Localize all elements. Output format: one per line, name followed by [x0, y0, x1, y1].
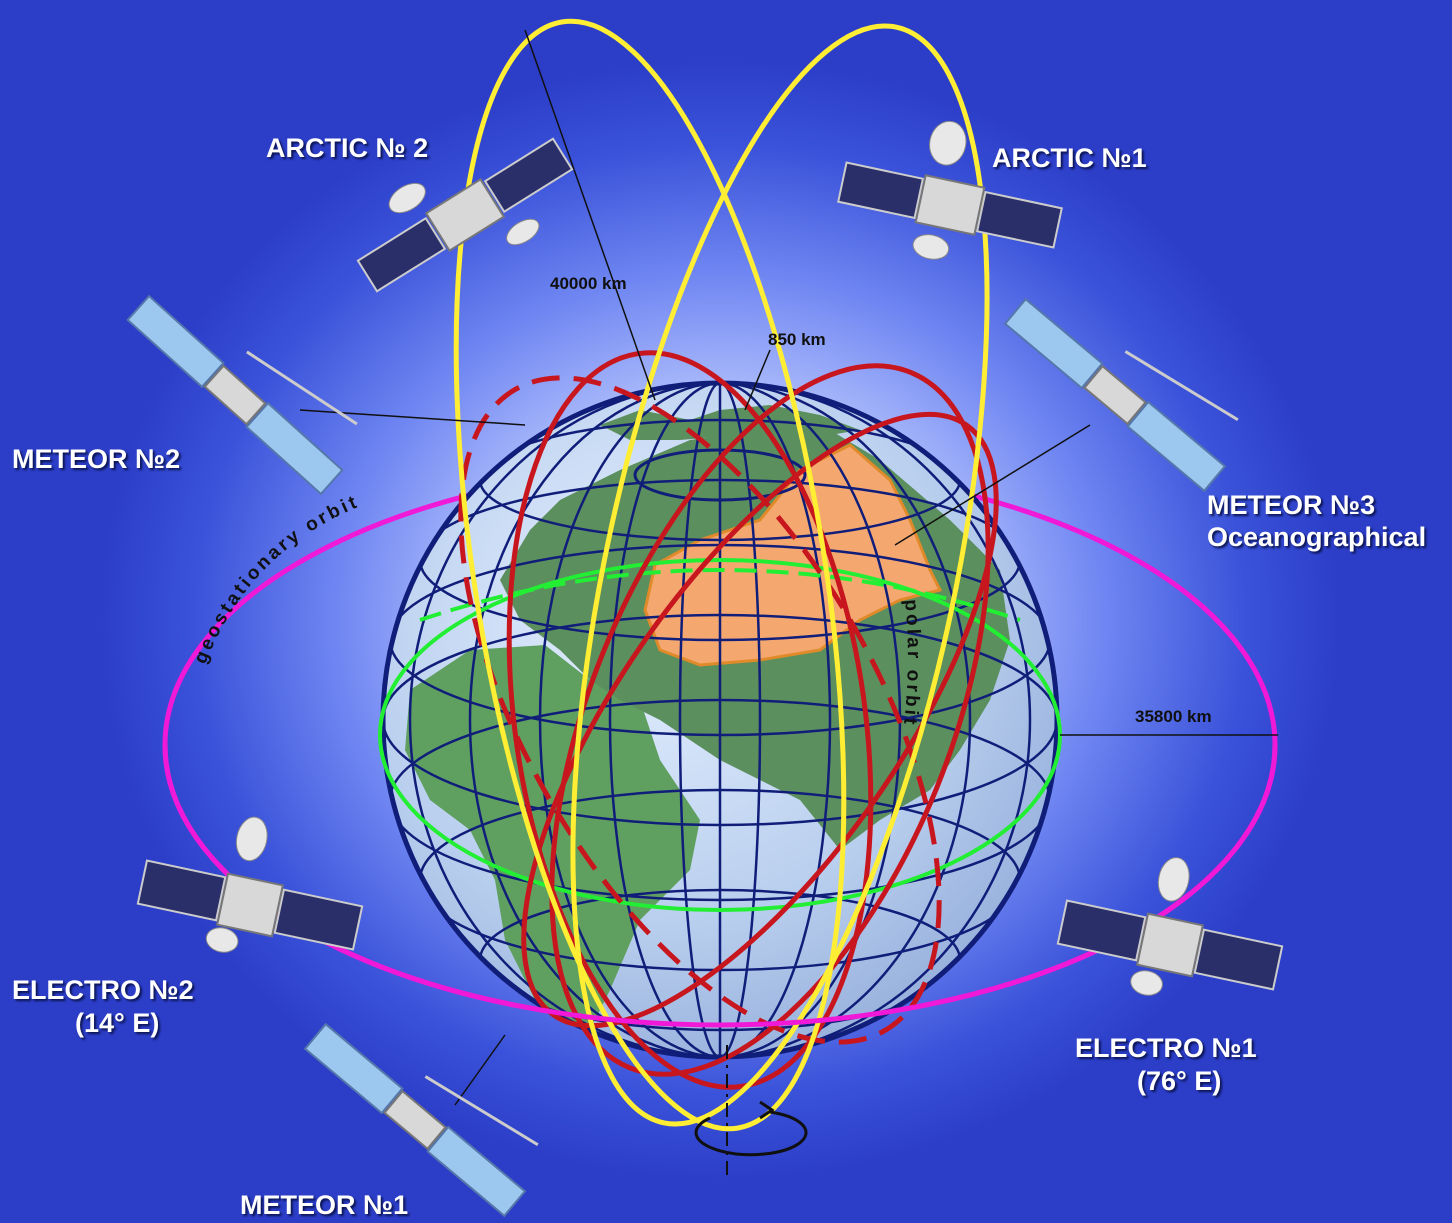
line-meteor2 [299, 409, 526, 426]
satellite-arctic2-icon [356, 137, 574, 293]
polar-orbit-label: polar orbit [899, 598, 924, 728]
satellite-electro2-icon [136, 816, 364, 953]
label-electro1-sub: (76° E) [1137, 1066, 1222, 1096]
satellite-arctic1-icon [837, 120, 1063, 260]
satellite-meteor1-icon [303, 1022, 539, 1218]
label-meteor1: METEOR №1 [240, 1190, 409, 1220]
polar-orbit-2 [549, 363, 991, 1077]
arctic-orbit-1 [570, 23, 990, 1127]
distance-35800km: 35800 km [1135, 707, 1212, 726]
polar-orbits [458, 350, 999, 1090]
label-electro2: ELECTRO №2 [12, 975, 194, 1005]
arctic-orbit-2 [453, 18, 847, 1132]
label-meteor3-sub: Oceanographical [1207, 522, 1427, 552]
high-elliptical-orbits [453, 18, 990, 1132]
line-850km [744, 349, 771, 411]
rotation-axis [694, 1045, 808, 1175]
arctic-circle [633, 448, 807, 502]
line-meteor1 [454, 1034, 506, 1106]
label-arctic2: ARCTIC № 2 [266, 133, 429, 163]
polar-orbit-3 [458, 375, 942, 1045]
distance-850km: 850 km [768, 330, 826, 349]
label-meteor3: METEOR №3 [1207, 490, 1376, 520]
label-electro2-sub: (14° E) [75, 1008, 160, 1038]
rotation-arrow-icon [759, 1100, 775, 1120]
label-electro1: ELECTRO №1 [1075, 1033, 1257, 1063]
distance-40000km: 40000 km [550, 274, 627, 293]
label-meteor2: METEOR №2 [12, 444, 181, 474]
polar-orbit-4 [521, 411, 999, 1029]
line-40000km [524, 29, 656, 401]
globe [378, 380, 1062, 1060]
satellite-electro1-icon [1056, 857, 1284, 996]
equator-orbit-back [419, 568, 1021, 622]
label-arctic1: ARCTIC №1 [992, 143, 1147, 173]
line-meteor3 [894, 424, 1091, 546]
satellite-meteor3-icon [1003, 297, 1239, 493]
satellite-meteor2-icon [126, 294, 358, 496]
